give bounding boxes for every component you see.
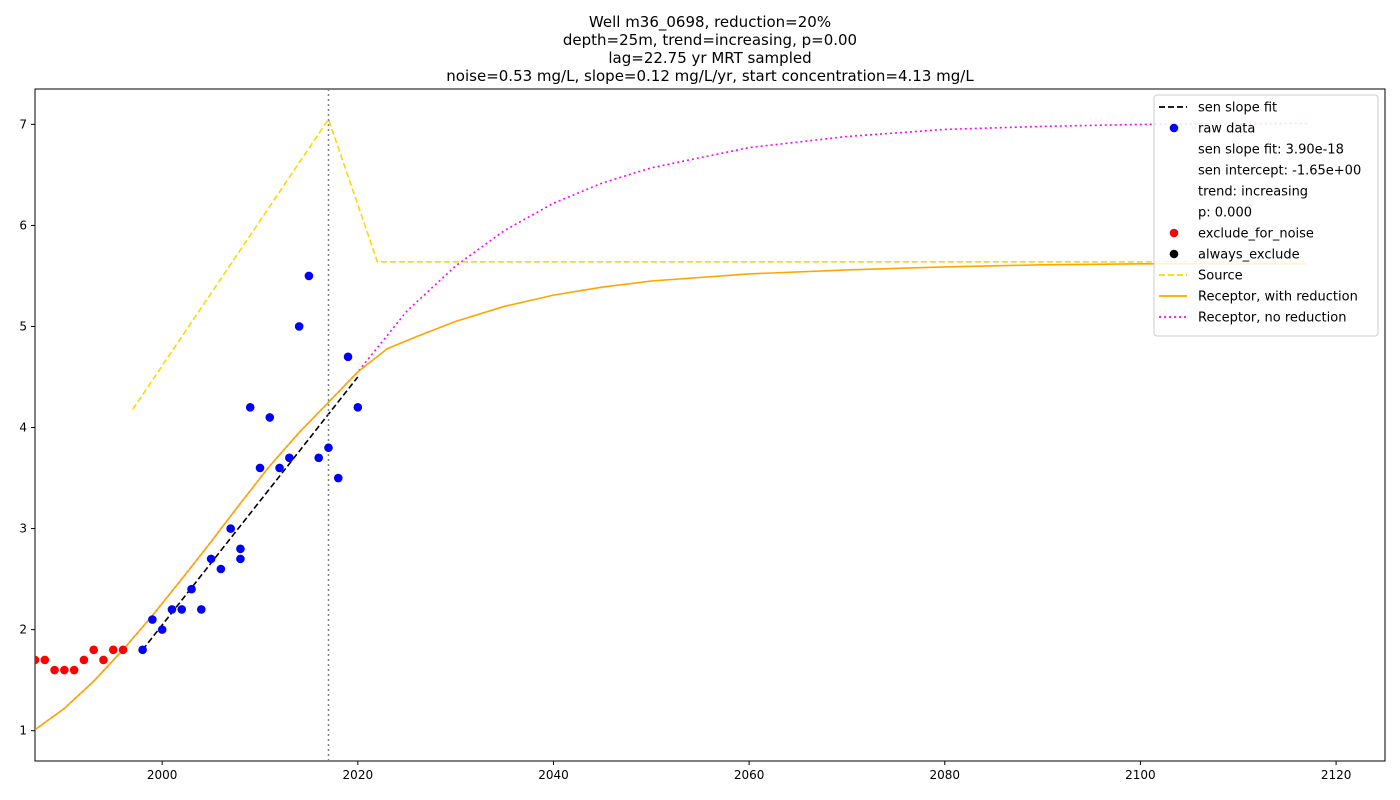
series-line-sen-slope-fit bbox=[141, 376, 359, 651]
data-point-raw-data bbox=[148, 615, 157, 624]
x-axis: 2000 2020 2040 2060 2080 2100 2120 bbox=[147, 761, 1351, 782]
legend-label: Receptor, with reduction bbox=[1198, 290, 1358, 305]
data-point-raw-data bbox=[206, 554, 216, 564]
y-tick-label: 4 bbox=[19, 421, 27, 435]
x-tick-label: 2060 bbox=[734, 768, 765, 782]
x-tick-label: 2020 bbox=[343, 768, 374, 782]
chart-title-line: Well m36_0698, reduction=20% bbox=[589, 13, 831, 32]
y-tick-label: 7 bbox=[19, 117, 27, 131]
legend-box bbox=[1153, 94, 1379, 337]
y-tick-label: 2 bbox=[19, 623, 27, 637]
series-line-source bbox=[132, 117, 1307, 410]
data-point-raw-data bbox=[294, 322, 304, 331]
data-point-raw-data bbox=[157, 625, 167, 634]
data-point-exclude-for-noise bbox=[69, 665, 79, 675]
chart-title-line: lag=22.75 yr MRT sampled bbox=[608, 49, 811, 67]
data-point-raw-data bbox=[255, 463, 265, 473]
data-point-raw-data bbox=[197, 605, 206, 614]
data-point-raw-data bbox=[353, 403, 363, 412]
legend-label: sen slope fit: 3.90e-18 bbox=[1198, 143, 1344, 158]
chart-title-line: noise=0.53 mg/L, slope=0.12 mg/L/yr, sta… bbox=[446, 67, 974, 85]
legend-label: Receptor, no reduction bbox=[1198, 311, 1346, 326]
data-point-raw-data bbox=[236, 544, 245, 554]
y-tick-label: 6 bbox=[19, 218, 27, 232]
legend: sen slope fit raw data sen slope fit: 3.90… bbox=[1153, 94, 1379, 337]
data-point-raw-data bbox=[304, 271, 314, 281]
legend-label: Source bbox=[1198, 269, 1243, 284]
data-point-raw-data bbox=[275, 463, 284, 473]
data-point-raw-data bbox=[343, 352, 353, 362]
y-tick-label: 1 bbox=[19, 724, 27, 738]
data-point-exclude-for-noise bbox=[118, 645, 128, 655]
x-tick-label: 2040 bbox=[538, 768, 569, 782]
legend-label: trend: increasing bbox=[1198, 185, 1308, 200]
chart-title-line: depth=25m, trend=increasing, p=0.00 bbox=[563, 31, 857, 49]
data-point-raw-data bbox=[138, 645, 147, 655]
x-tick-label: 2100 bbox=[1125, 768, 1156, 782]
data-point-raw-data bbox=[167, 605, 177, 614]
legend-label: sen intercept: -1.65e+00 bbox=[1198, 164, 1361, 179]
data-point-exclude-for-noise bbox=[40, 655, 50, 665]
y-axis: 1 2 3 4 5 6 7 bbox=[19, 117, 35, 738]
y-tick-label: 5 bbox=[19, 319, 27, 333]
data-point-exclude-for-noise bbox=[89, 645, 98, 655]
x-tick-label: 2080 bbox=[930, 768, 961, 782]
data-point-raw-data bbox=[187, 584, 196, 594]
data-point-exclude-for-noise bbox=[79, 655, 89, 665]
data-point-raw-data bbox=[245, 403, 255, 412]
data-point-exclude-for-noise bbox=[35, 655, 40, 665]
data-point-raw-data bbox=[177, 605, 187, 614]
series-layer bbox=[35, 89, 1307, 761]
data-point-exclude-for-noise bbox=[99, 655, 108, 665]
legend-label: always_exclude bbox=[1198, 248, 1300, 263]
data-point-raw-data bbox=[236, 554, 245, 564]
chart-title: Well m36_0698, reduction=20%depth=25m, t… bbox=[446, 13, 974, 85]
legend-label: raw data bbox=[1198, 122, 1255, 137]
legend-marker bbox=[1169, 249, 1179, 259]
data-point-raw-data bbox=[226, 524, 235, 533]
data-point-exclude-for-noise bbox=[60, 665, 69, 675]
data-point-raw-data bbox=[333, 473, 343, 483]
data-point-exclude-for-noise bbox=[108, 645, 118, 655]
data-point-raw-data bbox=[216, 564, 226, 574]
data-point-raw-data bbox=[314, 453, 323, 463]
data-point-raw-data bbox=[324, 443, 333, 453]
x-tick-label: 2000 bbox=[147, 768, 178, 782]
y-tick-label: 3 bbox=[19, 522, 27, 536]
data-point-raw-data bbox=[285, 453, 294, 463]
data-point-raw-data bbox=[265, 413, 275, 422]
legend-marker bbox=[1169, 228, 1179, 238]
legend-label: p: 0.000 bbox=[1198, 206, 1252, 221]
legend-label: sen slope fit bbox=[1198, 101, 1277, 116]
legend-label: exclude_for_noise bbox=[1198, 227, 1314, 242]
legend-marker bbox=[1169, 123, 1179, 133]
data-point-exclude-for-noise bbox=[50, 665, 59, 675]
x-tick-label: 2120 bbox=[1321, 768, 1352, 782]
